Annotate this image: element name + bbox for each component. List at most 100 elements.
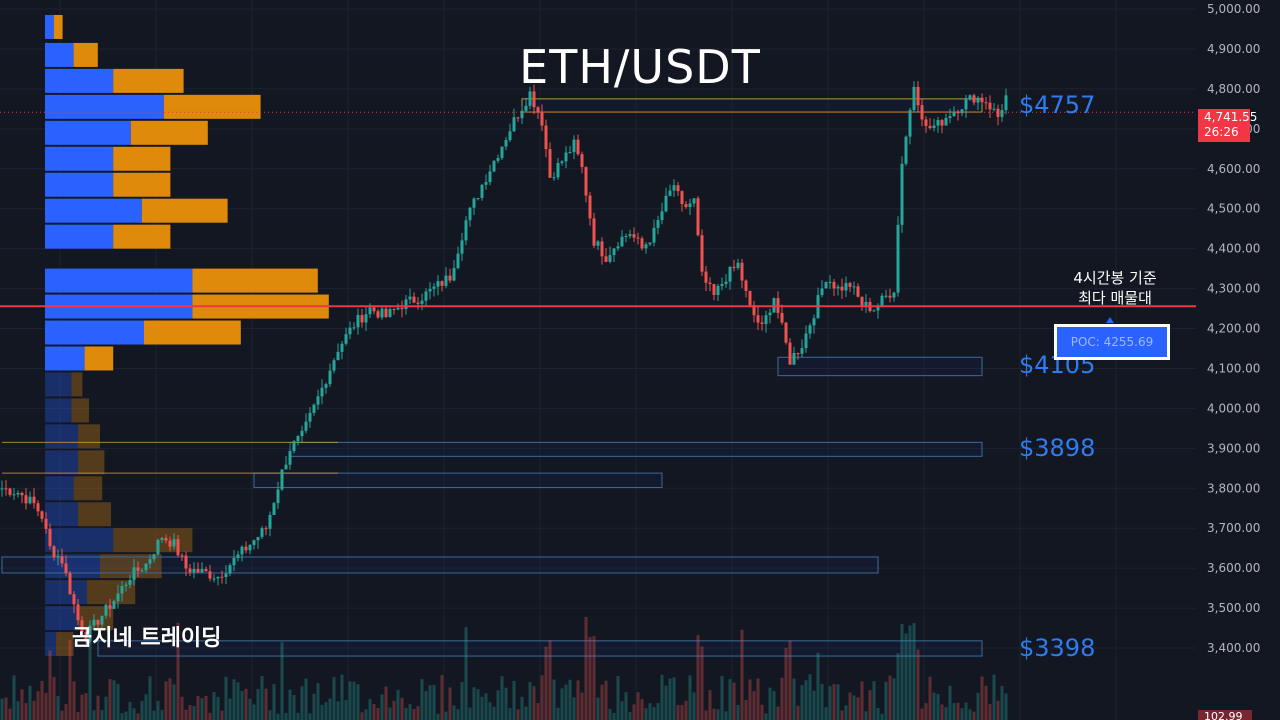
volume-bar — [828, 686, 832, 720]
candle-body — [612, 248, 616, 256]
candle-body — [624, 236, 628, 238]
volume-bar — [968, 709, 972, 720]
volume-bar — [220, 710, 224, 720]
candle-body — [796, 353, 800, 355]
candle-body — [540, 112, 544, 126]
candle-body — [580, 154, 584, 168]
candle-body — [208, 571, 212, 579]
volume-bar — [656, 703, 660, 720]
volume-bar — [104, 696, 108, 720]
candle-body — [568, 152, 572, 154]
profile-bar-buy — [45, 502, 78, 527]
candle-body — [44, 518, 48, 529]
candle-body — [500, 146, 504, 159]
volume-bar — [200, 698, 204, 720]
volume-bar — [548, 640, 552, 720]
volume-bar — [24, 702, 28, 720]
candle-body — [232, 558, 236, 566]
candle-body — [304, 421, 308, 431]
volume-bar — [868, 690, 872, 720]
candle-body — [668, 190, 672, 196]
volume-bar — [256, 689, 260, 720]
volume-bar — [224, 676, 228, 720]
profile-bar-buy — [45, 450, 78, 475]
volume-bar — [576, 680, 580, 720]
candle-body — [956, 111, 960, 114]
volume-bar — [140, 700, 144, 720]
volume-bar — [376, 708, 380, 720]
volume-bar — [272, 684, 276, 720]
volume-bar — [572, 697, 576, 720]
volume-bar — [584, 617, 588, 720]
candle-body — [516, 117, 520, 119]
candle-body — [712, 284, 716, 295]
candle-body — [856, 286, 860, 297]
profile-bar-buy — [45, 606, 78, 631]
volume-bar — [216, 696, 220, 720]
volume-bar — [36, 691, 40, 720]
candle-body — [100, 615, 104, 625]
volume-bar — [172, 684, 176, 720]
volume-bar — [704, 710, 708, 720]
volume-bar — [44, 692, 48, 720]
volume-bar — [708, 689, 712, 720]
candle-body — [556, 163, 560, 178]
candle-body — [64, 563, 68, 574]
volume-bar — [692, 692, 696, 720]
profile-bar-buy — [45, 172, 114, 197]
candle-body — [88, 625, 92, 642]
volume-bar — [668, 678, 672, 720]
volume-bar — [292, 695, 296, 720]
profile-bar-sell — [84, 346, 114, 371]
volume-bar — [0, 698, 4, 720]
profile-bar-buy — [45, 320, 144, 345]
candle-body — [204, 569, 208, 572]
candle-body — [444, 275, 448, 286]
candle-body — [76, 604, 80, 621]
y-tick-label: 4,000.00 — [1207, 401, 1260, 415]
candle-body — [804, 333, 808, 349]
profile-bar-sell — [113, 172, 171, 197]
volume-bar — [796, 705, 800, 720]
candle-body — [728, 266, 732, 282]
candle-body — [832, 281, 836, 289]
candle-body — [132, 567, 136, 581]
volume-bar — [128, 702, 132, 720]
candle-body — [428, 288, 432, 292]
volume-bar — [160, 709, 164, 720]
candle-body — [720, 283, 724, 286]
volume-bar — [676, 705, 680, 720]
candle-body — [840, 286, 844, 291]
volume-bar — [472, 687, 476, 720]
candle-body — [768, 312, 772, 316]
volume-bar — [608, 709, 612, 720]
candle-body — [80, 620, 84, 632]
volume-bar — [716, 709, 720, 720]
candle-body — [316, 396, 320, 405]
volume-bar — [204, 695, 208, 720]
current-price-value: 4,741.55 — [1204, 110, 1258, 124]
volume-bar — [96, 695, 100, 720]
candle-body — [704, 271, 708, 283]
volume-bar — [156, 700, 160, 720]
volume-bar — [532, 686, 536, 720]
candle-body — [68, 573, 72, 595]
candle-body — [484, 182, 488, 185]
volume-bar — [316, 683, 320, 720]
candle-body — [156, 539, 160, 555]
candle-body — [732, 266, 736, 268]
volume-bar — [232, 679, 236, 720]
candle-body — [152, 554, 156, 560]
volume-bar — [960, 708, 964, 720]
candle-body — [900, 163, 904, 225]
candle-body — [336, 351, 340, 361]
candle-body — [904, 136, 908, 164]
volume-bar — [760, 704, 764, 720]
candle-body — [876, 305, 880, 311]
candle-body — [948, 116, 952, 118]
candle-body — [756, 315, 760, 323]
candle-body — [276, 489, 280, 504]
candle-body — [448, 275, 452, 281]
volume-bar — [644, 708, 648, 720]
